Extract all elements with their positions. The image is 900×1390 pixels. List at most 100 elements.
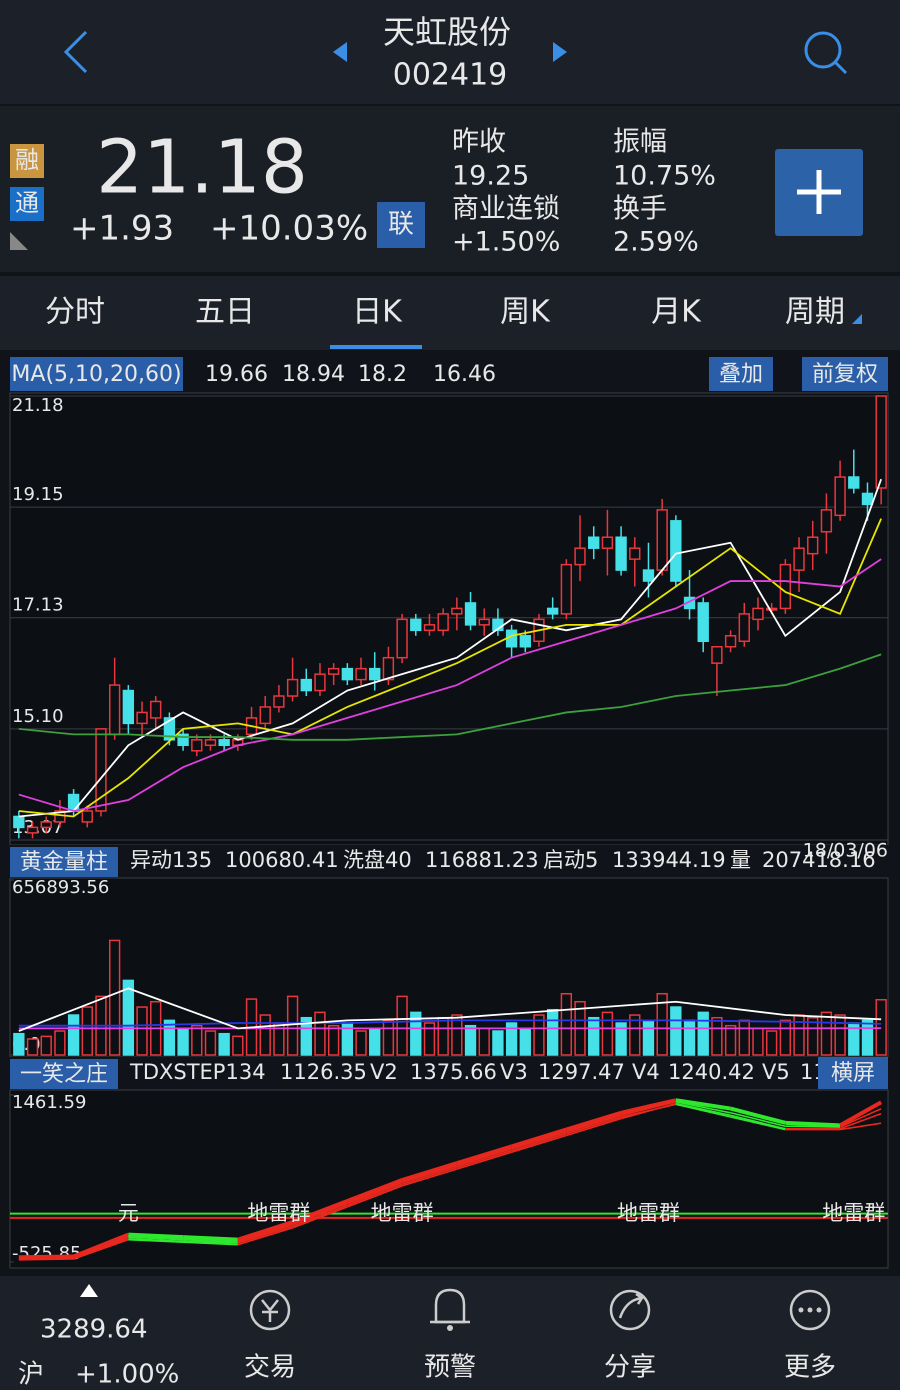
ma-value: 18.94 bbox=[282, 362, 345, 387]
volume-bar bbox=[629, 1014, 641, 1056]
date-label: 18/03/06 bbox=[803, 840, 888, 862]
indicator-segment bbox=[456, 1151, 512, 1170]
candle-body bbox=[478, 618, 490, 626]
indicator-segment bbox=[566, 1114, 622, 1133]
price: 21.18 bbox=[96, 125, 308, 211]
volume-bar bbox=[615, 1022, 627, 1056]
legend-name: V5 bbox=[762, 1060, 790, 1084]
adjust-button[interactable]: 前复权 bbox=[812, 362, 878, 387]
volume-bar bbox=[259, 1014, 271, 1056]
indicator-segment bbox=[620, 1098, 677, 1115]
landscape-button[interactable]: 横屏 bbox=[831, 1061, 875, 1086]
indicator-segment bbox=[785, 1125, 841, 1128]
trade-icon[interactable] bbox=[249, 1289, 291, 1331]
indicator-segment bbox=[292, 1204, 348, 1227]
volume-bar bbox=[204, 1030, 217, 1056]
indicator-segment bbox=[237, 1220, 294, 1242]
candle-body bbox=[642, 569, 655, 582]
tab[interactable]: 周K bbox=[500, 295, 551, 330]
stat-label[interactable]: 商业连锁 bbox=[452, 194, 560, 225]
candle-body bbox=[574, 547, 586, 566]
adjust-button-box[interactable] bbox=[802, 357, 888, 391]
search-button[interactable] bbox=[804, 31, 848, 75]
candle-body bbox=[327, 667, 340, 675]
next-stock[interactable] bbox=[553, 42, 567, 62]
indicator-segment bbox=[511, 1127, 567, 1149]
indicator-segment bbox=[347, 1185, 403, 1208]
volume-bar bbox=[505, 1022, 518, 1056]
annotation: 地雷群 bbox=[247, 1201, 310, 1225]
volume-bar bbox=[765, 1030, 778, 1056]
indicator-segment bbox=[183, 1241, 238, 1246]
candle-body bbox=[122, 689, 135, 725]
volume-bar bbox=[54, 1030, 66, 1056]
indicator-segment bbox=[292, 1202, 348, 1226]
prev-stock[interactable] bbox=[333, 42, 347, 62]
indicator-segment bbox=[456, 1149, 512, 1169]
ma-value: 16.46 bbox=[433, 362, 496, 387]
indicator-segment bbox=[730, 1112, 786, 1128]
panel-header bbox=[0, 845, 900, 878]
ma-line bbox=[18, 558, 882, 812]
indicator-segment bbox=[128, 1236, 184, 1241]
indicator-segment bbox=[839, 1112, 882, 1130]
tab[interactable]: 周期 bbox=[785, 295, 845, 330]
volume-bar bbox=[560, 992, 573, 1056]
tab-bar bbox=[0, 276, 900, 350]
index-value[interactable]: 3289.64 bbox=[40, 1315, 148, 1345]
volume-bar bbox=[861, 1019, 874, 1056]
volume-bar bbox=[122, 979, 135, 1056]
candle-body bbox=[519, 635, 531, 648]
candle-body bbox=[738, 613, 750, 643]
indicator-segment bbox=[511, 1133, 567, 1152]
tab[interactable]: 五日 bbox=[195, 295, 255, 330]
change-pct: +10.03% bbox=[210, 209, 368, 249]
panel-header bbox=[0, 1057, 900, 1090]
volume-bar bbox=[300, 1016, 312, 1056]
candle-body bbox=[437, 613, 449, 632]
volume-bar bbox=[286, 995, 299, 1056]
volume-title-box bbox=[10, 847, 118, 877]
stat-value: 10.75% bbox=[613, 161, 716, 192]
candle-body bbox=[191, 739, 203, 752]
volume-bar bbox=[314, 1011, 326, 1056]
landscape-button-box[interactable] bbox=[818, 1057, 888, 1089]
nav-label[interactable]: 预警 bbox=[424, 1353, 476, 1383]
tab[interactable]: 日K bbox=[352, 295, 403, 330]
y-tick-label: 656893.56 bbox=[12, 877, 109, 898]
more-icon[interactable] bbox=[789, 1289, 831, 1331]
ma-line bbox=[18, 518, 882, 818]
tab[interactable]: 分时 bbox=[45, 295, 105, 330]
candle-body bbox=[793, 547, 805, 571]
volume-bar bbox=[26, 1038, 39, 1056]
badge-text: 融 bbox=[15, 146, 39, 174]
tab[interactable]: 月K bbox=[651, 295, 702, 330]
indicator-segment bbox=[183, 1240, 238, 1244]
alert-icon[interactable] bbox=[430, 1288, 470, 1331]
candle-body bbox=[218, 739, 230, 747]
indicator-segment bbox=[565, 1110, 622, 1132]
indicator-title: 一笑之庄 bbox=[20, 1062, 108, 1087]
nav-label[interactable]: 更多 bbox=[784, 1353, 836, 1383]
indicator-segment bbox=[18, 1257, 74, 1260]
overlay-button[interactable]: 叠加 bbox=[719, 362, 763, 387]
volume-bar bbox=[451, 1014, 463, 1056]
candle-body bbox=[834, 476, 846, 517]
stat-label: 振幅 bbox=[613, 127, 667, 158]
ma-line bbox=[18, 653, 882, 741]
tab-dropdown bbox=[852, 314, 862, 324]
add-button[interactable] bbox=[775, 149, 863, 236]
share-icon[interactable] bbox=[609, 1289, 651, 1331]
nav-label[interactable]: 分享 bbox=[604, 1353, 656, 1383]
overlay-button-box[interactable] bbox=[709, 357, 773, 391]
volume-ma-line bbox=[18, 1019, 882, 1027]
legend-value: 1126.35 bbox=[280, 1060, 367, 1084]
volume-bar bbox=[382, 1019, 395, 1056]
indicator-segment bbox=[730, 1114, 786, 1130]
volume-bar bbox=[779, 1019, 792, 1056]
volume-bar bbox=[163, 1019, 176, 1056]
link-button[interactable] bbox=[377, 202, 425, 248]
nav-label[interactable]: 交易 bbox=[244, 1353, 296, 1383]
back-button[interactable] bbox=[63, 30, 88, 74]
candle-body bbox=[95, 728, 107, 812]
